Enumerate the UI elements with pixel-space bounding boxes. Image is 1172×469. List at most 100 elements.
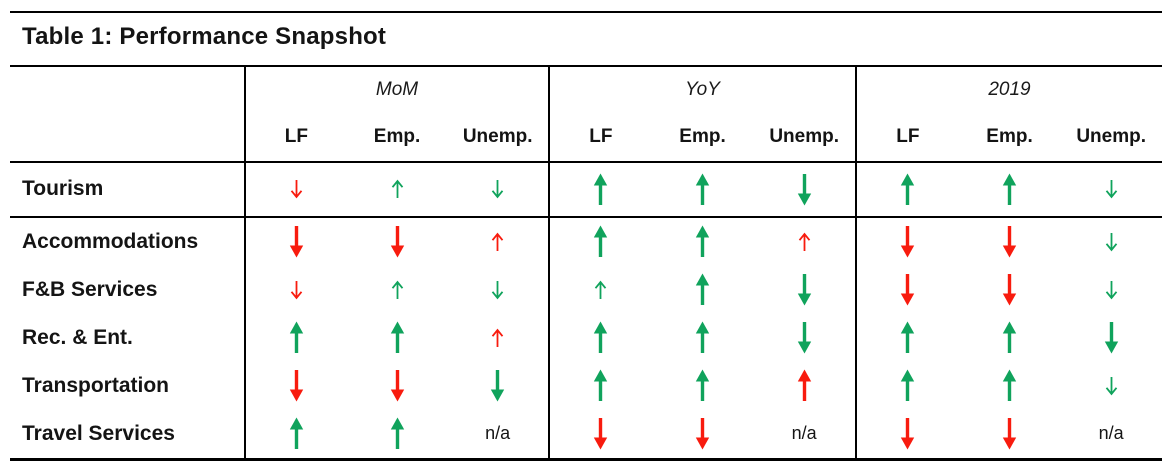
down-arrow-icon	[390, 226, 404, 258]
row-label-cell-f-b-services: F&B Services	[10, 266, 244, 314]
column-group-yoy: YoY	[548, 66, 855, 113]
column-group-mom: MoM	[244, 66, 548, 113]
cell-rec-ent-mom-lf	[246, 321, 347, 354]
sub-header-mom-lf: LF	[284, 125, 308, 147]
row-label-column-spacer	[10, 113, 244, 161]
cell-rec-ent-yoy-lf	[550, 321, 652, 354]
cell-transportation-mom-unemp	[447, 369, 548, 402]
sub-header-mom-emp: Emp.	[373, 125, 421, 147]
cell-transportation-mom-emp	[347, 369, 448, 402]
cell-f-b-services-2019-emp	[959, 273, 1061, 306]
cell-f-b-services-mom-unemp	[447, 280, 548, 300]
up-arrow-icon	[695, 173, 710, 205]
cell-f-b-services-yoy-unemp	[753, 273, 855, 306]
cell-f-b-services-2019-unemp	[1060, 280, 1162, 300]
down-arrow-icon	[1002, 274, 1017, 306]
table-title: Table 1: Performance Snapshot	[22, 23, 387, 50]
down-arrow-icon	[289, 370, 304, 402]
cell-transportation-2019-unemp	[1060, 376, 1162, 396]
down-arrow-icon	[491, 180, 504, 199]
down-arrow-icon	[797, 173, 811, 206]
table-row-travel-services: Travel Services n/a n/a n/a	[10, 409, 1162, 458]
header-rule	[10, 160, 1162, 163]
cell-travel-services-2019-unemp: n/a	[1060, 423, 1162, 444]
up-arrow-icon	[594, 369, 608, 402]
up-arrow-icon	[289, 417, 304, 450]
cell-rec-ent-mom-emp	[347, 321, 448, 354]
column-group-2019: 2019	[855, 66, 1162, 113]
row-tourism-group-yoy	[548, 162, 855, 216]
up-arrow-icon	[695, 321, 710, 354]
sub-header-2019-lf: LF	[896, 125, 920, 147]
cell-accommodations-yoy-emp	[652, 225, 754, 258]
down-arrow-icon	[797, 274, 811, 306]
sub-header-yoy-unemp: Unemp.	[769, 125, 840, 147]
sub-header-group-2019: LF Emp. Unemp.	[855, 112, 1162, 161]
cell-tourism-mom-unemp	[447, 179, 548, 199]
row-label-cell-accommodations: Accommodations	[10, 218, 244, 266]
cell-accommodations-2019-emp	[959, 225, 1061, 258]
sub-header-2019-unemp: Unemp.	[1076, 125, 1147, 147]
up-arrow-icon	[1002, 321, 1017, 354]
up-arrow-icon	[901, 321, 915, 354]
cell-transportation-mom-lf	[246, 369, 347, 402]
sub-header-mom-unemp: Unemp.	[462, 125, 533, 147]
na-value: n/a	[791, 423, 817, 444]
row-rec-ent-group-2019	[855, 313, 1162, 362]
up-arrow-icon	[390, 417, 404, 450]
row-transportation-group-mom	[244, 361, 548, 410]
cell-f-b-services-2019-lf	[857, 273, 959, 306]
cell-tourism-yoy-emp	[652, 173, 754, 206]
up-arrow-icon	[594, 321, 608, 354]
cell-accommodations-yoy-lf	[550, 225, 652, 258]
row-accommodations-group-yoy	[548, 217, 855, 266]
row-label-travel-services: Travel Services	[22, 421, 175, 445]
group-header-label-yoy: YoY	[685, 78, 720, 100]
row-label-cell-transportation: Transportation	[10, 362, 244, 410]
up-arrow-icon	[797, 369, 811, 402]
down-arrow-icon	[1002, 418, 1017, 450]
up-arrow-icon	[289, 321, 304, 354]
sub-header-2019-emp: Emp.	[986, 125, 1033, 147]
group-header-label-2019: 2019	[988, 78, 1031, 100]
cell-accommodations-yoy-unemp	[753, 232, 855, 252]
cell-accommodations-mom-emp	[347, 225, 448, 258]
row-transportation-group-2019	[855, 361, 1162, 410]
cell-tourism-2019-lf	[857, 173, 959, 206]
row-label-column-spacer	[10, 67, 244, 113]
down-arrow-icon	[1105, 180, 1117, 199]
down-arrow-icon	[390, 370, 404, 402]
title-rule	[10, 64, 1162, 67]
up-arrow-icon	[798, 232, 810, 251]
group-header-label-mom: MoM	[375, 78, 419, 100]
row-label-accommodations: Accommodations	[22, 229, 199, 253]
row-tourism-group-2019	[855, 162, 1162, 216]
up-arrow-icon	[594, 173, 608, 205]
down-arrow-icon	[1105, 232, 1117, 252]
row-label-cell-rec-ent: Rec. & Ent.	[10, 314, 244, 362]
row-travel-services-group-2019: n/a	[855, 409, 1162, 458]
cell-rec-ent-2019-unemp	[1060, 321, 1162, 354]
cell-rec-ent-2019-emp	[959, 321, 1061, 354]
table-row-rec-ent: Rec. & Ent.	[10, 313, 1162, 362]
up-arrow-icon	[1002, 173, 1017, 205]
table-row-accommodations: Accommodations	[10, 217, 1162, 266]
down-arrow-icon	[290, 280, 303, 300]
cell-travel-services-mom-lf	[246, 417, 347, 450]
cell-travel-services-yoy-emp	[652, 417, 754, 450]
cell-transportation-yoy-lf	[550, 369, 652, 402]
table-row-transportation: Transportation	[10, 361, 1162, 410]
cell-travel-services-yoy-unemp: n/a	[753, 423, 855, 444]
down-arrow-icon	[290, 180, 303, 199]
up-arrow-icon	[695, 225, 710, 258]
table-row-f-b-services: F&B Services	[10, 265, 1162, 314]
up-arrow-icon	[1002, 369, 1017, 402]
down-arrow-icon	[1105, 376, 1117, 396]
cell-travel-services-mom-emp	[347, 417, 448, 450]
cell-accommodations-2019-lf	[857, 225, 959, 258]
down-arrow-icon	[797, 322, 811, 354]
up-arrow-icon	[391, 179, 403, 199]
down-arrow-icon	[1104, 322, 1118, 354]
row-label-rec-ent: Rec. & Ent.	[22, 325, 133, 349]
up-arrow-icon	[594, 225, 608, 258]
